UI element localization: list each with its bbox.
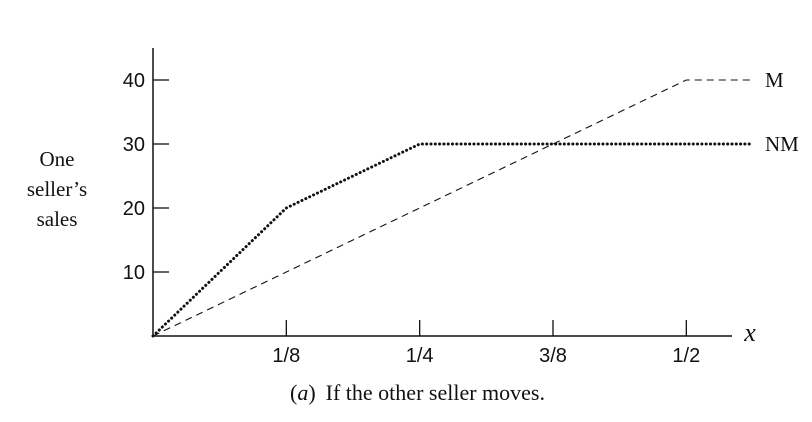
y-axis-title-line-1: One (40, 147, 75, 171)
x-tick-label-2: 1/4 (406, 345, 434, 367)
y-axis-ticks: 10 20 30 40 (123, 70, 169, 284)
y-tick-label-20: 20 (123, 198, 145, 220)
x-axis-ticks: 1/8 1/4 3/8 1/2 (272, 320, 700, 367)
caption-open-paren: ( (290, 380, 297, 405)
series-label-m: M (765, 68, 784, 92)
caption-letter: a (297, 380, 308, 405)
y-axis-title-line-3: sales (37, 207, 78, 231)
series-line-nm (151, 142, 755, 338)
y-tick-label-10: 10 (123, 262, 145, 284)
y-tick-label-30: 30 (123, 134, 145, 156)
caption-close-paren: ) (308, 380, 315, 405)
y-axis-title-line-2: seller’s (27, 177, 87, 201)
x-tick-label-3: 3/8 (539, 345, 567, 367)
x-axis-title: x (743, 318, 756, 347)
x-tick-label-1: 1/8 (272, 345, 300, 367)
y-tick-label-40: 40 (123, 70, 145, 92)
x-tick-label-4: 1/2 (672, 345, 700, 367)
caption-text: If the other seller moves. (326, 380, 545, 405)
series-line-m (152, 79, 753, 337)
series-lines: M NM (151, 68, 799, 338)
series-label-nm: NM (765, 132, 799, 156)
y-axis-title: One seller’s sales (27, 147, 87, 231)
chart-caption: (a) If the other seller moves. (290, 380, 545, 405)
